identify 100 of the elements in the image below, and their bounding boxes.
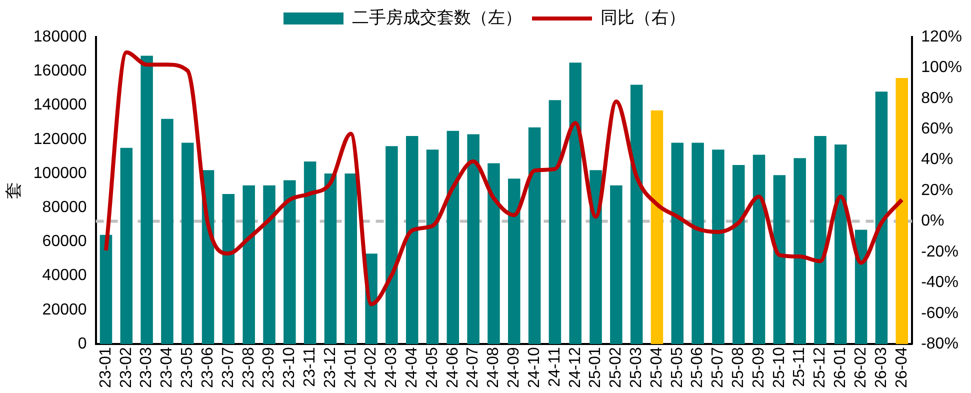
bar [630,84,643,344]
bar [488,163,500,344]
bar [263,185,276,344]
bar [752,154,766,344]
x-tick-label: 23-11 [301,346,318,387]
x-tick-label: 24-09 [506,346,523,388]
bar [854,230,868,344]
bar [712,150,724,344]
bar [834,144,847,344]
bar [508,178,520,344]
x-tick-label: 25-06 [689,346,706,388]
bar [406,136,418,344]
bar [896,78,908,344]
y2-tick-label: 120% [921,28,962,46]
y-tick-label: 80000 [42,199,87,216]
y2-tick-label: 20% [921,182,954,199]
y-tick-label: 120000 [33,130,87,148]
y-tick-label: 20000 [42,301,87,318]
x-tick-label: 24-12 [566,346,584,388]
bar [773,175,786,344]
x-tick-label: 26-01 [832,346,850,388]
x-tick-label: 25-12 [812,346,829,388]
y-tick-label: 180000 [33,28,87,46]
y-tick-label: 160000 [33,62,87,80]
x-tick-label: 23-09 [260,346,278,388]
y-tick-label: 40000 [42,267,87,284]
x-tick-label: 25-09 [750,346,768,388]
x-tick-label: 24-06 [444,346,462,388]
bar [875,92,888,344]
bar [386,146,398,344]
x-tick-label: 23-03 [138,346,156,388]
x-tick-label: 24-08 [485,346,502,388]
x-tick-label: 24-05 [424,346,441,388]
bar [814,136,826,344]
x-tick-label: 24-04 [404,346,421,388]
y2-tick-label: -40% [921,274,958,292]
y-tick-label: 0 [78,335,87,352]
bar [794,158,806,344]
y2-tick-label: -60% [921,304,958,322]
x-tick-label: 23-08 [240,346,258,388]
x-tick-label: 23-12 [322,346,339,388]
x-tick-label: 23-05 [179,346,196,388]
y2-tick-label: 80% [921,90,954,107]
bar [610,185,622,344]
x-tick-label: 23-06 [199,346,216,388]
x-tick-label: 25-10 [770,346,788,388]
y2-tick-label: 0% [921,212,944,230]
bar [304,162,316,344]
x-tick-label: 24-03 [383,346,400,388]
x-tick-label: 26-02 [852,346,870,388]
bar [548,100,562,344]
y-tick-label: 140000 [33,96,87,114]
bar [140,56,153,344]
bar [242,185,255,344]
x-tick-label: 24-10 [526,346,543,388]
y-tick-label: 100000 [33,164,87,182]
y-tick-label: 60000 [42,233,87,250]
x-tick-label: 25-08 [730,346,748,388]
x-tick-label: 25-03 [628,346,645,388]
x-tick-label: 23-04 [158,346,176,388]
x-tick-label: 24-07 [464,346,482,388]
x-tick-label: 25-02 [608,346,625,388]
bar [324,173,337,344]
legend-label: 二手房成交套数（左） [352,8,522,28]
legend-label: 同比（右） [600,8,686,28]
bar [222,194,235,344]
x-tick-label: 24-02 [362,346,380,388]
bar [120,148,133,344]
bar [732,164,745,344]
bar [650,110,664,344]
y-axis-title: 套 [4,182,23,200]
x-tick-label: 25-07 [710,346,727,388]
bar [284,180,296,344]
bar [182,142,194,344]
x-tick-label: 25-05 [668,346,686,388]
x-tick-label: 26-03 [872,346,890,388]
bar [692,142,704,344]
y2-tick-label: 100% [921,59,962,76]
bar [467,134,480,344]
x-tick-label: 23-02 [118,346,135,388]
x-tick-label: 25-01 [587,346,604,388]
bar [528,127,541,344]
bar [344,173,358,344]
y2-tick-label: -80% [921,335,958,352]
bar [161,118,174,344]
bar [671,142,684,344]
bar [100,234,112,344]
x-tick-label: 23-10 [281,346,298,388]
x-tick-label: 25-11 [791,346,808,387]
x-tick-label: 23-07 [220,346,237,388]
x-tick-label: 24-01 [342,346,360,388]
x-tick-label: 24-11 [546,346,564,387]
bar [590,170,602,344]
line-series [104,50,904,306]
bar [569,62,582,344]
x-tick-label: 25-04 [648,346,666,388]
x-tick-label: 26-04 [893,346,910,388]
y2-tick-label: -20% [921,243,958,260]
bar [426,150,439,344]
y2-tick-label: 40% [921,151,954,168]
